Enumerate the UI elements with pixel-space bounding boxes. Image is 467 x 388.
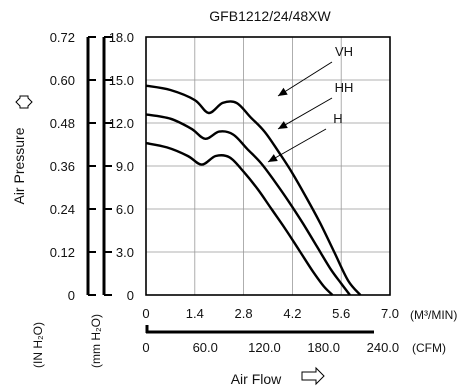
- series-line-hh: [145, 113, 351, 296]
- series-line-h: [145, 141, 334, 296]
- series-pointer-hh: [277, 97, 333, 130]
- y-axis-arrow-icon: [15, 95, 33, 109]
- y-axis-mm-unit: (mm H₂O): [89, 314, 103, 368]
- y-axis-in-ticks: 0 0.12 0.24 0.36 0.48 0.60 0.72: [50, 30, 96, 303]
- series-pointer-arrowhead: [278, 121, 288, 129]
- x-axis-arrow-icon: [301, 366, 325, 386]
- x-axis-title: Air Flow: [231, 371, 282, 387]
- series-pointer-vh: [277, 61, 333, 97]
- x-m3-tick-label: 0: [142, 306, 149, 321]
- x-cfm-tick-label: 240.0: [367, 340, 400, 355]
- y-in-tick-label: 0.36: [50, 159, 75, 174]
- y-axis-in-unit: (IN H₂O): [31, 322, 45, 368]
- series-label-vh: VH: [335, 44, 353, 59]
- y-in-tick-label: 0.72: [50, 30, 75, 45]
- series-pointer-arrowhead: [268, 154, 278, 162]
- x-cfm-tick-label: 0: [142, 340, 149, 355]
- x-axis-m3-unit: (M³/MIN): [410, 308, 457, 322]
- series-label-hh: HH: [335, 80, 354, 95]
- y-mm-tick-label: 18.0: [109, 30, 134, 45]
- series-curves: [145, 84, 362, 296]
- y-mm-tick-label: 12.0: [109, 116, 134, 131]
- x-cfm-tick-label: 60.0: [193, 340, 218, 355]
- y-in-tick-label: 0.48: [50, 116, 75, 131]
- series-line-vh: [145, 84, 362, 296]
- x-cfm-tick-label: 120.0: [248, 340, 281, 355]
- y-in-tick-label: 0.60: [50, 73, 75, 88]
- grid: [146, 37, 390, 295]
- chart-title: GFB1212/24/48XW: [209, 8, 331, 24]
- x-m3-tick-label: 1.4: [186, 306, 204, 321]
- y-axis-mm-ticks: 0 3.0 6.0 9.0 12.0 15.0 18.0: [104, 30, 134, 303]
- x-axis-cfm-unit: (CFM): [412, 341, 446, 355]
- x-m3-tick-label: 5.6: [332, 306, 350, 321]
- series-pointer-arrowhead: [278, 87, 288, 96]
- series-label-h: H: [333, 111, 342, 126]
- y-in-tick-label: 0: [68, 288, 75, 303]
- y-in-tick-label: 0.24: [50, 202, 75, 217]
- plot-frame: [145, 36, 391, 296]
- x-axis-m3-ticks: 0 1.4 2.8 4.2 5.6 7.0: [142, 306, 399, 321]
- x-m3-tick-label: 7.0: [381, 306, 399, 321]
- y-mm-tick-label: 3.0: [116, 245, 134, 260]
- x-m3-tick-label: 4.2: [283, 306, 301, 321]
- y-mm-tick-label: 9.0: [116, 159, 134, 174]
- y-in-tick-label: 0.12: [50, 245, 75, 260]
- x-cfm-tick-label: 180.0: [307, 340, 340, 355]
- x-axis-cfm-ticks: 0 60.0 120.0 180.0 240.0: [142, 340, 399, 355]
- y-mm-tick-label: 0: [127, 288, 134, 303]
- series-pointer-h: [267, 128, 327, 163]
- x-m3-tick-label: 2.8: [235, 306, 253, 321]
- y-mm-tick-label: 15.0: [109, 73, 134, 88]
- y-axis-title: Air Pressure: [11, 127, 27, 204]
- y-mm-tick-label: 6.0: [116, 202, 134, 217]
